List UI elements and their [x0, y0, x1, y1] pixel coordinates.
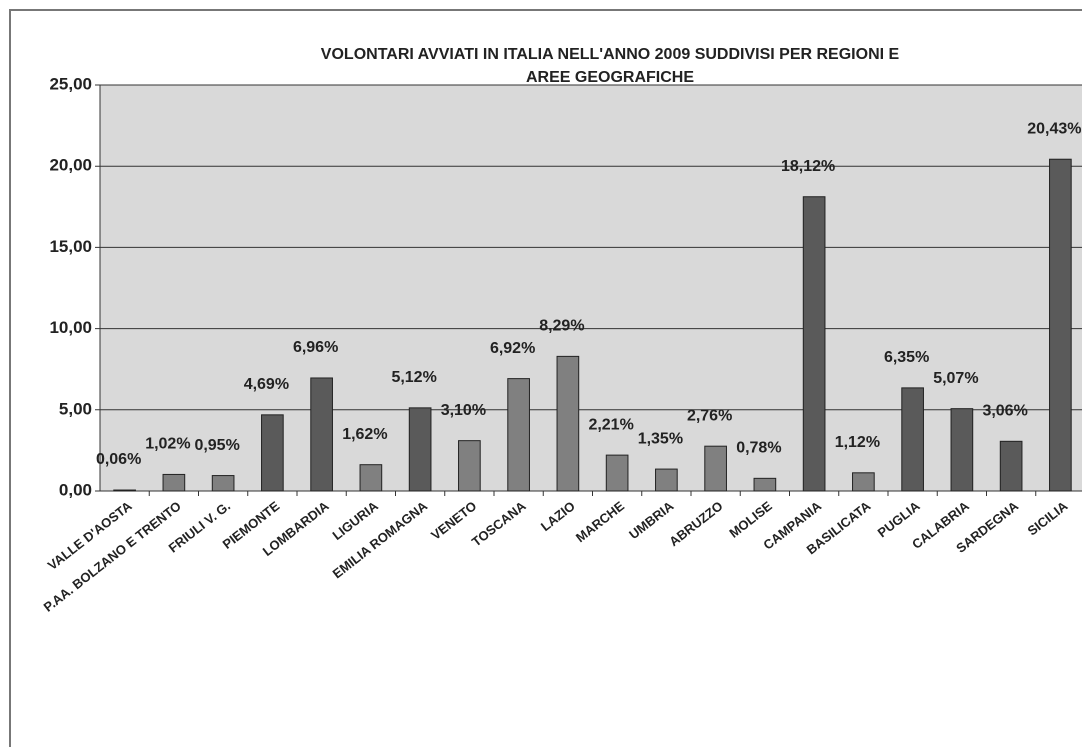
bar — [261, 414, 284, 492]
value-label: 0,95% — [194, 437, 239, 454]
frame — [9, 9, 1082, 747]
value-label: 1,62% — [342, 426, 387, 443]
value-label: 3,10% — [441, 402, 486, 419]
value-label: 18,12% — [781, 158, 835, 175]
bar — [852, 472, 875, 492]
bar — [605, 454, 629, 492]
bar — [950, 408, 974, 492]
bar — [113, 489, 136, 492]
bar — [802, 196, 826, 492]
x-tick-label: MARCHE — [573, 498, 627, 545]
x-tick-label: LAZIO — [538, 498, 578, 534]
value-label: 2,21% — [588, 416, 633, 433]
value-label: 1,35% — [638, 430, 683, 447]
value-label: 2,76% — [687, 407, 732, 424]
chart-title: VOLONTARI AVVIATI IN ITALIA NELL'ANNO 20… — [321, 46, 900, 63]
value-label: 0,06% — [96, 451, 141, 468]
value-label: 8,29% — [539, 318, 584, 335]
value-label: 1,02% — [145, 436, 190, 453]
value-label: 5,07% — [933, 370, 978, 387]
bar — [310, 377, 333, 492]
y-tick-label: 15,00 — [49, 237, 92, 256]
bar — [458, 440, 481, 492]
bar — [408, 407, 432, 492]
bar — [1049, 158, 1072, 492]
y-tick-label: 25,00 — [49, 74, 92, 93]
value-label: 20,43% — [1027, 120, 1081, 137]
value-label: 0,78% — [736, 440, 781, 457]
value-label: 6,35% — [884, 349, 929, 366]
value-label: 4,69% — [244, 376, 289, 393]
value-label: 6,92% — [490, 340, 535, 357]
y-tick-label: 10,00 — [49, 318, 92, 337]
bar — [556, 355, 580, 492]
y-tick-label: 5,00 — [59, 399, 92, 418]
bar — [704, 445, 727, 492]
bar — [162, 473, 186, 492]
bar — [999, 440, 1023, 492]
x-tick-label: TOSCANA — [469, 498, 529, 550]
x-tick-label: SICILIA — [1025, 498, 1071, 539]
x-tick-label: ABRUZZO — [666, 498, 725, 549]
bar — [507, 378, 530, 492]
bar — [901, 387, 924, 492]
chart-title: AREE GEOGRAFICHE — [526, 69, 694, 86]
x-tick-label: VALLE D'AOSTA — [45, 498, 135, 573]
value-label: 1,12% — [835, 434, 880, 451]
bar — [359, 464, 383, 492]
bar — [211, 475, 235, 492]
y-tick-label: 0,00 — [59, 480, 92, 499]
y-tick-label: 20,00 — [49, 156, 92, 175]
value-label: 6,96% — [293, 339, 338, 356]
bar — [753, 477, 777, 492]
value-label: 3,06% — [982, 403, 1027, 420]
bar — [655, 468, 678, 492]
value-label: 5,12% — [391, 369, 436, 386]
